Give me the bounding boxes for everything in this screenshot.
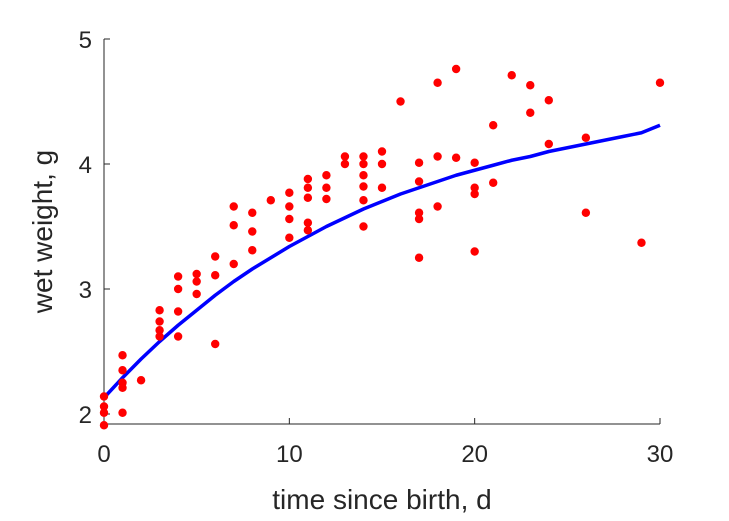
data-point [655, 78, 665, 87]
data-point [581, 208, 591, 217]
data-point [451, 153, 461, 162]
data-point [303, 183, 313, 192]
data-point [322, 171, 331, 180]
data-point [322, 183, 331, 192]
data-point [211, 271, 220, 280]
data-point [526, 108, 535, 117]
data-point [433, 152, 442, 161]
data-point [581, 133, 591, 142]
x-tick-label: 10 [276, 441, 303, 468]
data-point [303, 193, 313, 202]
data-point [99, 408, 109, 417]
fit-curve-layer [102, 123, 661, 399]
data-point [285, 233, 294, 242]
data-point [322, 194, 331, 204]
data-point [248, 246, 257, 255]
data-point [470, 158, 479, 167]
data-points-layer [99, 64, 665, 430]
data-point [118, 351, 127, 360]
data-point [544, 96, 553, 105]
data-point [470, 189, 479, 199]
data-point [544, 139, 553, 149]
data-point [470, 183, 479, 192]
data-point [248, 227, 257, 236]
y-axis-label: wet weight, g [27, 150, 58, 314]
data-point [211, 339, 220, 349]
data-point [155, 326, 164, 335]
data-point [489, 121, 498, 130]
data-point [229, 221, 238, 230]
data-point [285, 214, 294, 224]
data-point [99, 421, 109, 430]
data-point [414, 214, 424, 224]
data-point [266, 196, 275, 205]
y-tick-label: 2 [79, 402, 92, 429]
data-point [433, 202, 442, 211]
data-point [489, 178, 498, 187]
data-point [340, 152, 350, 161]
x-tick-label: 20 [461, 441, 488, 468]
y-tick-label: 3 [79, 277, 92, 304]
axes [103, 39, 660, 425]
x-tick-group: 0 10 20 30 [97, 418, 673, 468]
data-point [155, 306, 164, 315]
data-point [229, 259, 238, 269]
data-point [637, 238, 646, 247]
fit-curve [102, 123, 661, 399]
data-point [526, 81, 535, 90]
data-point [118, 366, 127, 375]
data-point [173, 307, 183, 316]
data-point [414, 158, 424, 167]
y-tick-label: 4 [79, 152, 92, 179]
data-point [303, 218, 313, 227]
data-point [340, 159, 350, 169]
data-point [285, 202, 294, 211]
x-tick-label: 30 [647, 441, 674, 468]
data-point [173, 332, 183, 341]
y-tick-group: 2 3 4 5 [79, 27, 110, 429]
x-axis-label: time since birth, d [272, 484, 491, 515]
y-tick-label: 5 [79, 27, 92, 54]
data-point [118, 408, 127, 417]
data-point [136, 376, 146, 385]
data-point [99, 402, 109, 411]
data-point [192, 269, 201, 279]
data-point [248, 208, 257, 217]
data-point [155, 332, 164, 341]
data-point [303, 174, 313, 184]
data-point [414, 177, 424, 186]
data-point [211, 252, 220, 261]
data-point [173, 284, 183, 294]
data-point [229, 202, 238, 211]
data-point [155, 317, 164, 326]
data-point [192, 277, 201, 286]
data-point [173, 272, 183, 281]
data-point [359, 196, 368, 205]
data-point [470, 247, 479, 256]
data-point [433, 78, 442, 87]
data-point [359, 152, 368, 161]
data-point [118, 378, 127, 387]
data-point [192, 289, 201, 299]
x-tick-label: 0 [97, 441, 110, 468]
data-point [377, 183, 387, 192]
data-point [377, 147, 387, 156]
data-point [414, 208, 424, 217]
data-point [303, 226, 313, 235]
data-point [359, 159, 368, 169]
data-point [285, 188, 294, 197]
data-point [396, 97, 405, 106]
data-point [377, 159, 387, 169]
data-point [414, 253, 424, 262]
data-point [359, 171, 368, 180]
data-point [507, 71, 516, 80]
data-point [99, 392, 109, 401]
data-point [359, 182, 368, 191]
data-point [359, 222, 368, 231]
data-point [451, 64, 461, 74]
